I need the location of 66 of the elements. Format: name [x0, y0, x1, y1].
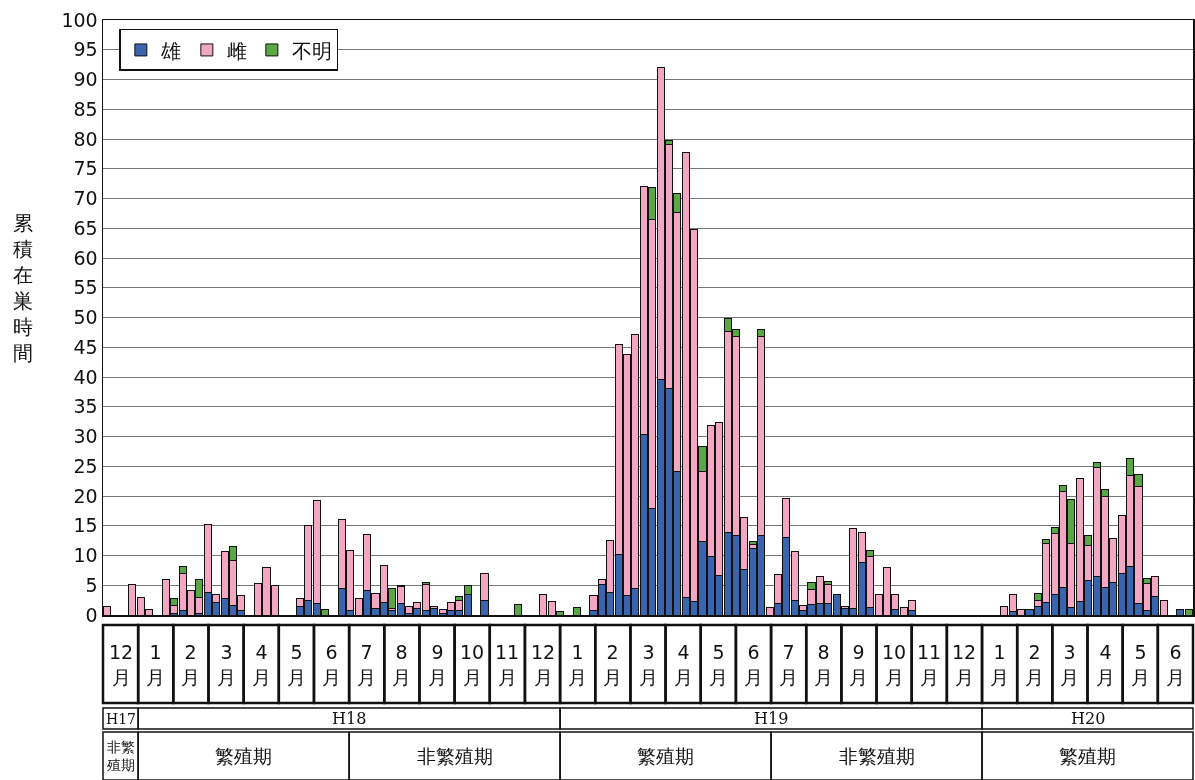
text: 5月 [287, 641, 306, 688]
y-tick-label: 0 [85, 603, 98, 626]
text: 5月 [1131, 641, 1150, 688]
text: 2月 [603, 641, 622, 688]
y-tick-label: 10 [73, 544, 98, 567]
text: 11月 [495, 641, 520, 688]
text: 3月 [217, 641, 236, 688]
y-tick-label: 50 [73, 306, 98, 329]
text: 1月 [146, 641, 165, 688]
text: 繁殖期 [637, 745, 694, 767]
y-tick-label: 35 [73, 395, 98, 418]
text: 11月 [917, 641, 942, 688]
text: 1月 [990, 641, 1009, 688]
text: 非繁殖期 [107, 739, 135, 774]
text: 7月 [357, 641, 376, 688]
y-tick-label: 15 [73, 514, 98, 537]
text: 5月 [709, 641, 728, 688]
y-axis-title: 累積在巣時間 [13, 211, 33, 365]
text: 繁殖期 [1059, 745, 1116, 767]
y-tick-label: 5 [85, 573, 98, 596]
text: 繁殖期 [215, 745, 272, 767]
y-tick-label: 70 [73, 187, 98, 210]
legend-label: 雄 [159, 38, 181, 63]
text: 4月 [1096, 641, 1115, 688]
text: H20 [1071, 709, 1106, 728]
y-tick-label: 85 [73, 97, 98, 120]
y-tick-label: 30 [73, 425, 98, 448]
y-tick-label: 90 [73, 68, 98, 91]
text: 3月 [639, 641, 658, 688]
text: 2月 [1025, 641, 1044, 688]
y-tick-label: 20 [73, 484, 98, 507]
legend-label: 雌 [226, 38, 247, 63]
text: 9月 [428, 641, 447, 688]
text: 4月 [252, 641, 271, 688]
text: 9月 [849, 641, 868, 688]
text: 4月 [674, 641, 693, 688]
text: 非繁殖期 [839, 745, 915, 767]
text: 12月 [531, 641, 556, 688]
text: 1月 [568, 641, 587, 688]
text: 非繁殖期 [417, 745, 493, 767]
text: 6月 [1166, 641, 1185, 688]
y-tick-label: 55 [73, 276, 98, 299]
y-tick-label: 45 [73, 335, 98, 358]
y-tick-label: 65 [73, 216, 98, 239]
text: 6月 [744, 641, 763, 688]
text: 3月 [1060, 641, 1079, 688]
y-tick-label: 25 [73, 454, 98, 477]
text: H17 [106, 711, 137, 727]
text: 8月 [814, 641, 833, 688]
y-tick-label: 80 [73, 127, 98, 150]
text: 10月 [882, 641, 907, 688]
legend-label: 不明 [291, 38, 332, 63]
y-tick-label: 100 [61, 8, 98, 31]
text: 2月 [181, 641, 200, 688]
y-tick-label: 95 [73, 38, 98, 61]
text: 8月 [392, 641, 411, 688]
text: H18 [332, 709, 367, 728]
text: 7月 [779, 641, 798, 688]
text: 12月 [109, 641, 134, 688]
y-tick-label: 75 [73, 157, 98, 180]
text: H19 [754, 709, 789, 728]
text: 6月 [322, 641, 341, 688]
text: 10月 [460, 641, 485, 688]
text: 12月 [952, 641, 977, 688]
y-tick-label: 60 [73, 246, 98, 269]
y-tick-label: 40 [73, 365, 98, 388]
